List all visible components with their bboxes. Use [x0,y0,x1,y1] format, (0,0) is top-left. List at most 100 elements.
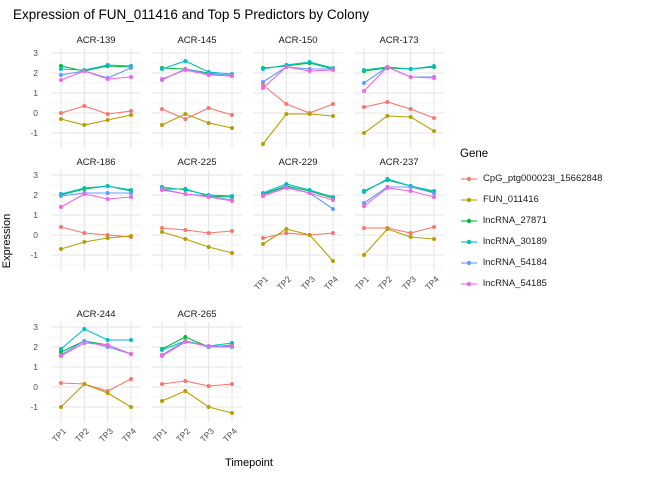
data-point-FUN_011416 [105,118,110,122]
y-tick-label: 1 [33,88,38,98]
data-point-FUN_011416 [331,114,335,118]
y-tick-label: 1 [33,362,38,372]
facet-panel [354,48,444,148]
data-point-lncRNA_54185 [230,344,234,348]
data-point-lncRNA_54184 [331,207,335,211]
data-point-lncRNA_27871 [59,350,63,354]
y-tick-label: 3 [33,48,38,58]
data-point-FUN_011416 [230,411,234,415]
legend-item-lncRNA_30189: lncRNA_30189 [460,231,602,252]
series-line-lncRNA_27871 [60,65,132,72]
data-point-lncRNA_30189 [284,182,289,186]
data-point-CpG_ptg000023l_15662848 [408,231,413,235]
series-line-FUN_011416 [161,113,233,129]
legend-item-CpG_ptg000023l_15662848: CpG_ptg000023l_15662848 [460,168,602,189]
x-axis-ticks: TP1 TP2 TP3 TP4 [50,422,141,452]
data-point-FUN_011416 [206,405,211,409]
data-point-lncRNA_54185 [385,186,390,190]
data-point-FUN_011416 [129,234,133,238]
legend-label: lncRNA_54184 [483,257,547,268]
data-point-CpG_ptg000023l_15662848 [129,377,133,381]
data-point-lncRNA_54185 [385,65,390,69]
data-point-lncRNA_54184 [105,191,110,195]
legend-label: CpG_ptg000023l_15662848 [483,173,603,184]
data-point-lncRNA_30189 [183,59,188,63]
x-axis-ticks: TP1 TP2 TP3 TP4 [252,270,343,300]
data-point-FUN_011416 [105,236,110,240]
data-point-FUN_011416 [129,405,133,409]
series-line-lncRNA_54185 [363,187,435,207]
x-axis-ticks: TP1 TP2 TP3 TP4 [353,270,444,300]
data-point-FUN_011416 [230,251,234,255]
facet-ACR-237: ACR-237 TP1 TP2 TP3 TP4 [353,156,444,300]
y-tick-label: -1 [30,402,38,412]
data-point-lncRNA_30189 [408,67,413,71]
series-line-FUN_011416 [60,383,132,408]
legend-item-FUN_011416: FUN_011416 [460,189,602,210]
data-point-lncRNA_54184 [362,201,366,205]
data-point-lncRNA_54184 [261,80,265,84]
series-line-FUN_011416 [363,228,435,256]
legend-title: Gene [460,148,489,160]
data-point-lncRNA_54184 [408,185,413,189]
y-axis-ticks: -1 0 1 2 3 [16,34,40,148]
data-point-FUN_011416 [59,405,63,409]
data-point-lncRNA_54185 [206,344,211,348]
data-point-FUN_011416 [105,391,110,395]
y-tick-label: -1 [30,128,38,138]
facet-strip-label: ACR-265 [177,309,217,320]
legend-key-icon [461,218,477,223]
data-point-lncRNA_54184 [59,194,63,198]
data-point-lncRNA_54185 [129,352,133,356]
data-point-CpG_ptg000023l_15662848 [59,111,63,115]
legend-label: lncRNA_30189 [483,236,547,247]
series-line-lncRNA_54184 [363,186,435,204]
data-point-CpG_ptg000023l_15662848 [160,107,164,111]
series-line-lncRNA_54185 [262,66,334,89]
data-point-lncRNA_54185 [82,341,87,345]
facet-panel [253,170,343,270]
data-point-lncRNA_54184 [129,66,133,70]
data-point-CpG_ptg000023l_15662848 [385,100,390,104]
chart-title: Expression of FUN_011416 and Top 5 Predi… [13,7,369,22]
series-line-CpG_ptg000023l_15662848 [262,232,334,239]
data-point-lncRNA_54184 [129,191,133,195]
data-point-lncRNA_54185 [183,340,188,344]
data-point-FUN_011416 [385,114,390,118]
facet-strip-label: ACR-186 [76,157,116,168]
data-point-lncRNA_54185 [230,199,234,203]
series-line-lncRNA_27871 [262,185,334,199]
data-point-CpG_ptg000023l_15662848 [261,236,265,240]
data-point-lncRNA_30189 [307,188,312,192]
data-point-FUN_011416 [183,389,188,393]
data-point-lncRNA_54185 [362,89,366,93]
data-point-CpG_ptg000023l_15662848 [160,226,164,230]
y-tick-label: 2 [33,342,38,352]
legend-item-lncRNA_54185: lncRNA_54185 [460,273,602,294]
data-point-CpG_ptg000023l_15662848 [408,107,413,111]
data-point-FUN_011416 [230,126,234,130]
series-line-lncRNA_54185 [60,342,132,357]
data-point-FUN_011416 [82,123,87,127]
facet-ACR-186: ACR-186 [51,156,141,270]
y-axis-title-text: Expression [1,213,14,269]
data-point-CpG_ptg000023l_15662848 [230,382,234,386]
data-point-FUN_011416 [206,245,211,249]
series-line-FUN_011416 [60,114,132,126]
facet-ACR-139: ACR-139 [51,34,141,148]
series-line-lncRNA_54184 [60,192,131,197]
data-point-CpG_ptg000023l_15662848 [284,102,289,106]
y-axis-title: Expression [0,34,14,448]
y-tick-label: 0 [33,230,38,240]
data-point-lncRNA_54184 [59,73,63,77]
facet-strip-label: ACR-145 [177,35,217,46]
data-point-CpG_ptg000023l_15662848 [331,102,335,106]
data-point-FUN_011416 [160,123,164,127]
data-point-lncRNA_54184 [362,81,366,85]
legend-key-icon [461,176,477,181]
data-point-lncRNA_30189 [129,188,133,192]
data-point-FUN_011416 [160,230,164,234]
series-line-FUN_011416 [161,231,233,254]
data-point-CpG_ptg000023l_15662848 [206,384,211,388]
